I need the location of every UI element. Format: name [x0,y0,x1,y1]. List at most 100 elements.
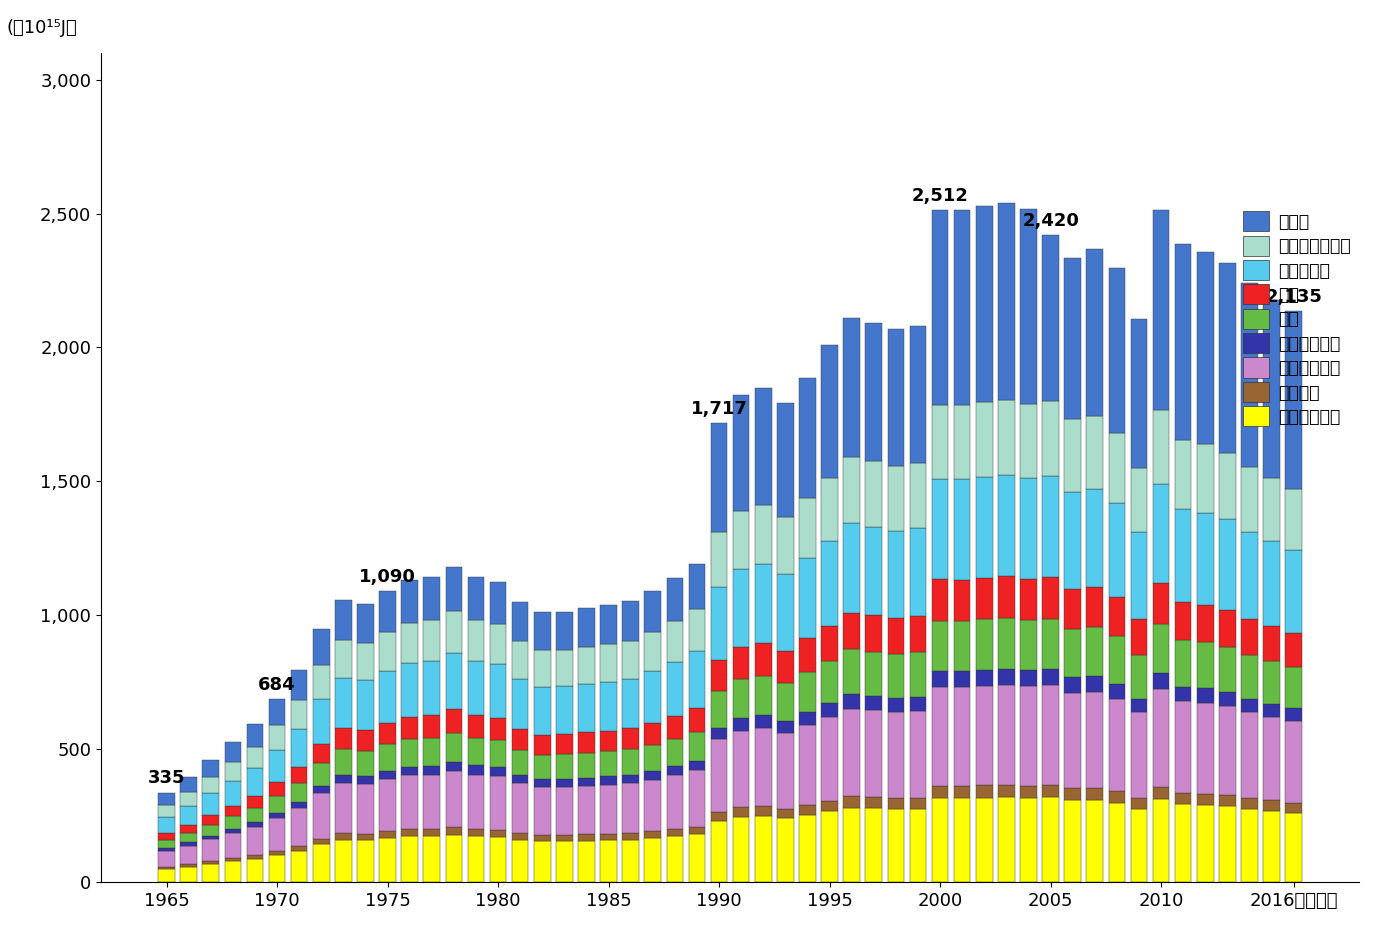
Bar [247,796,264,808]
Bar [490,830,506,837]
Bar [733,731,749,807]
Bar [799,378,816,498]
Bar [976,477,992,578]
Bar [534,842,551,883]
Bar [821,478,838,541]
Bar [269,855,286,883]
Bar [424,661,440,715]
Bar [203,825,219,836]
Bar [424,775,440,830]
Bar [799,498,816,558]
Bar [159,869,175,883]
Bar [909,809,926,883]
Bar [534,613,551,651]
Bar [402,830,418,836]
Bar [512,840,529,883]
Bar [1064,419,1081,492]
Bar [556,612,573,650]
Bar [534,735,551,755]
Bar [203,760,219,777]
Bar [512,783,529,833]
Bar [380,745,396,771]
Bar [247,768,264,796]
Bar [490,837,506,883]
Bar [159,817,175,833]
Bar [512,776,529,783]
Bar [313,744,330,762]
Bar [468,715,484,738]
Bar [1064,800,1081,883]
Bar [1086,490,1103,587]
Bar [247,858,264,883]
Bar [534,687,551,735]
Bar [932,786,948,798]
Bar [225,806,241,816]
Bar [1241,654,1257,698]
Bar [490,718,506,740]
Bar [755,676,771,715]
Bar [335,641,352,678]
Bar [380,771,396,779]
Bar [1042,669,1058,685]
Bar [402,717,418,739]
Bar [799,712,816,725]
Bar [1263,811,1279,883]
Bar [357,604,374,643]
Bar [534,788,551,835]
Bar [622,728,639,749]
Bar [446,567,462,611]
Bar [512,641,529,679]
Bar [1108,433,1125,503]
Bar [1241,532,1257,619]
Bar [1086,627,1103,676]
Bar [644,632,661,671]
Bar [159,833,175,840]
Bar [512,601,529,641]
Bar [1285,311,1301,489]
Bar [689,827,705,834]
Bar [1174,687,1191,701]
Bar [711,727,727,739]
Bar [1263,661,1279,704]
Bar [976,578,992,619]
Bar [1219,263,1235,452]
Bar [667,662,683,716]
Bar [755,806,771,816]
Bar [1130,319,1147,467]
Bar [556,754,573,778]
Bar [247,855,264,858]
Bar [247,822,264,827]
Bar [1130,809,1147,883]
Bar [291,808,308,845]
Bar [777,809,794,818]
Bar [976,207,992,402]
Bar [247,827,264,855]
Bar [490,740,506,767]
Bar [556,778,573,787]
Bar [335,728,352,749]
Bar [1130,712,1147,798]
Bar [225,833,241,858]
Bar [424,738,440,765]
Bar [1219,795,1235,806]
Bar [1241,698,1257,712]
Bar [887,798,904,809]
Bar [1020,579,1036,620]
Bar [1152,484,1169,583]
Bar [534,835,551,842]
Bar [1196,688,1213,703]
Bar [821,626,838,661]
Bar [159,867,175,869]
Bar [954,580,970,621]
Bar [446,834,462,883]
Bar [821,811,838,883]
Bar [1263,704,1279,717]
Bar [357,784,374,834]
Text: 1,090: 1,090 [359,568,415,586]
Bar [402,663,418,717]
Bar [578,841,595,883]
Bar [1174,792,1191,804]
Bar [1152,624,1169,673]
Bar [578,647,595,683]
Bar [755,643,771,676]
